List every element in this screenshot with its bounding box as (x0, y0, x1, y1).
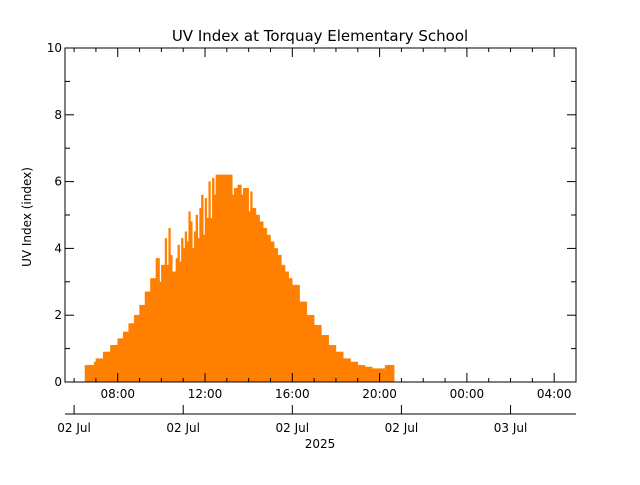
x-time-tick-label: 08:00 (100, 387, 135, 401)
x-date-tick-label: 02 Jul (166, 421, 200, 435)
x-date-tick-label: 03 Jul (494, 421, 528, 435)
y-tick-label: 4 (54, 241, 62, 255)
year-label: 2025 (305, 437, 336, 451)
x-time-tick-label: 00:00 (450, 387, 485, 401)
x-date-tick-label: 02 Jul (276, 421, 310, 435)
x-time-tick-label: 04:00 (537, 387, 572, 401)
x-time-tick-label: 20:00 (362, 387, 397, 401)
y-tick-label: 8 (54, 108, 62, 122)
y-tick-label: 10 (47, 41, 62, 55)
area-layer (84, 174, 395, 383)
chart-title: UV Index at Torquay Elementary School (172, 27, 468, 45)
y-tick-label: 2 (54, 308, 62, 322)
x-date-tick-label: 02 Jul (385, 421, 419, 435)
y-tick-label: 6 (54, 175, 62, 189)
uv-area (84, 174, 395, 383)
y-tick-label: 0 (54, 375, 62, 389)
x-time-tick-label: 16:00 (275, 387, 310, 401)
y-axis-label: UV Index (index) (20, 167, 34, 267)
axis-layer: 0 2 4 6 8 10 08:00 12:00 16:00 20:00 00:00 04:00 02 … (47, 41, 577, 435)
x-time-tick-label: 12:00 (188, 387, 223, 401)
x-date-tick-label: 02 Jul (57, 421, 91, 435)
